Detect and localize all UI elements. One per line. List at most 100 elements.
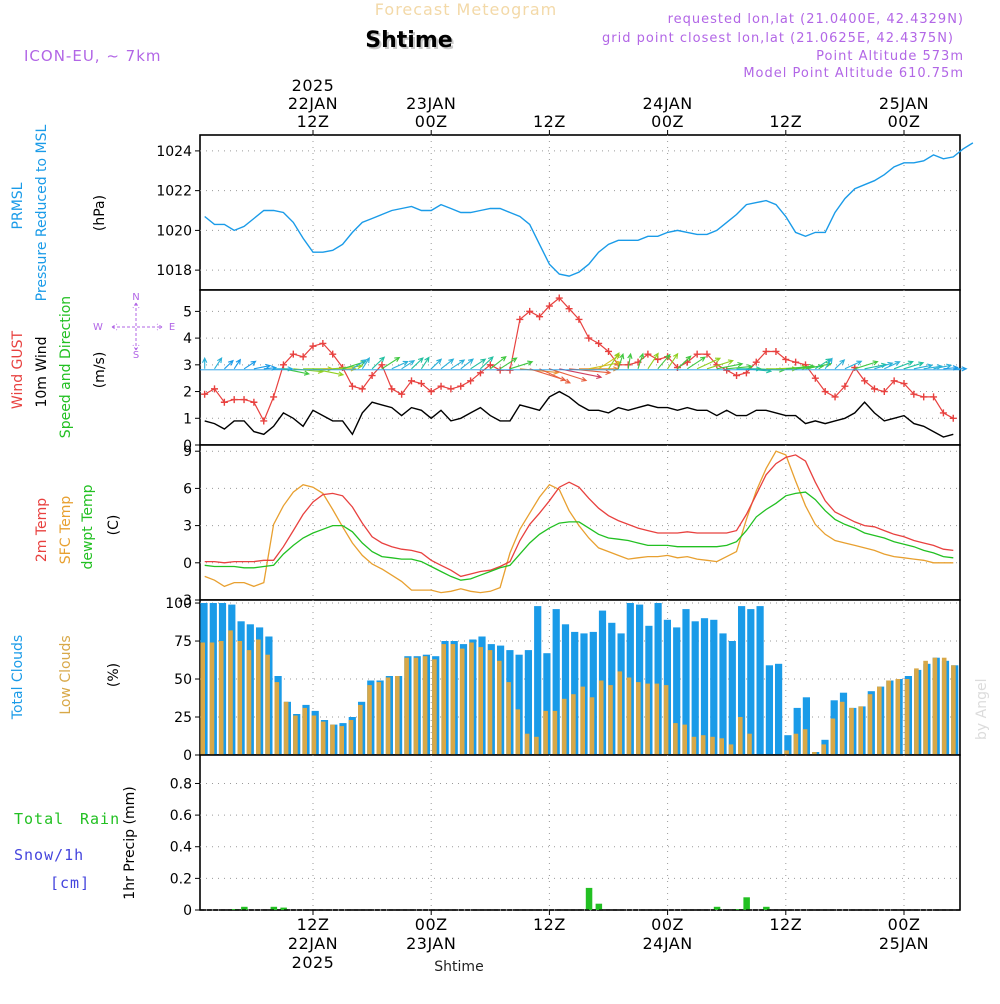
top-axis-label: 23JAN — [406, 94, 456, 113]
wind-gust-marker — [467, 377, 475, 385]
wind-direction-arrow — [214, 357, 223, 370]
y-tick-label: -3 — [178, 593, 192, 609]
low-clouds-bar — [385, 677, 391, 755]
label-low-clouds: Low Clouds — [58, 635, 74, 714]
wind-direction-arrow — [874, 361, 894, 370]
low-clouds-bar — [636, 682, 641, 755]
bottom-axis-label: 2025 — [292, 953, 335, 972]
total-clouds-bar — [738, 606, 746, 755]
wind-gust-marker — [329, 350, 337, 358]
y-tick-label: 5 — [183, 304, 192, 320]
low-clouds-bar — [589, 697, 595, 755]
low-clouds-bar — [608, 685, 613, 755]
low-clouds-bar — [450, 644, 456, 755]
low-clouds-bar — [914, 668, 919, 755]
low-clouds-bar — [858, 706, 863, 755]
y-tick-label: 1020 — [156, 223, 192, 239]
low-clouds-bar — [849, 707, 854, 755]
wind-gust-marker — [378, 361, 386, 369]
wind-gust-marker — [693, 350, 701, 358]
wind-direction-arrow — [549, 368, 588, 382]
top-axis-label: 25JAN — [879, 94, 929, 113]
y-tick-label: 3 — [183, 519, 192, 535]
total-clouds-bar — [793, 707, 801, 755]
low-clouds-bar — [274, 682, 280, 755]
low-clouds-bar — [784, 750, 789, 755]
y-tick-label: 0 — [183, 748, 192, 764]
wind-gust-marker — [644, 350, 652, 358]
bottom-axis-label: 25JAN — [879, 934, 929, 953]
wind-gust-marker — [890, 377, 898, 385]
wind-gust-marker — [299, 353, 307, 361]
wind-gust-marker — [358, 385, 366, 393]
pressure-line — [204, 142, 974, 277]
panel-frame — [199, 289, 961, 446]
wind-gust-marker — [733, 372, 741, 380]
wind-direction-arrow — [903, 361, 925, 370]
wind-direction-arrow — [224, 359, 234, 370]
wind-gust-marker — [536, 313, 544, 321]
low-clouds-bar — [265, 654, 270, 755]
wind-gust-marker — [811, 374, 819, 382]
label-percent: (%) — [106, 663, 122, 687]
wind-gust-marker — [772, 347, 780, 355]
wind-gust-marker — [841, 382, 849, 390]
label-dewpt-temp: dewpt Temp — [80, 484, 96, 569]
y-tick-label: 100 — [165, 596, 192, 612]
low-clouds-bar — [941, 657, 947, 755]
wind-direction-arrow — [657, 353, 671, 370]
top-axis-label: 00Z — [651, 112, 684, 131]
rain-bar — [733, 909, 740, 910]
low-clouds-bar — [367, 685, 372, 755]
low-clouds-bar — [339, 726, 344, 755]
low-clouds-bar — [561, 698, 567, 755]
bottom-axis-label: 00Z — [651, 915, 684, 934]
label-rain: Rain — [80, 810, 120, 828]
low-clouds-bar — [469, 642, 474, 755]
low-clouds-bar — [543, 710, 548, 755]
wind-gust-marker — [408, 377, 415, 385]
total-clouds-bar — [710, 619, 718, 755]
rain-bar — [763, 906, 770, 910]
label-prmsl: PRMSL — [10, 182, 26, 229]
total-clouds-bar — [543, 653, 551, 755]
wind-gust-marker — [270, 393, 278, 401]
wind-direction-arrow — [371, 356, 386, 370]
low-clouds-bar — [719, 738, 724, 755]
wind-direction-arrow — [834, 359, 846, 370]
low-clouds-bar — [237, 641, 243, 755]
bottom-axis-label: 24JAN — [642, 934, 692, 953]
wind-direction-arrow — [913, 363, 934, 370]
low-clouds-bar — [395, 676, 400, 755]
y-tick-label: 9 — [183, 444, 192, 460]
y-tick-label: 1024 — [156, 144, 192, 160]
total-clouds-bar — [589, 631, 597, 755]
compass-w: W — [93, 322, 103, 333]
low-clouds-bar — [358, 704, 363, 755]
point-altitude: Point Altitude 573m — [816, 49, 964, 64]
temp-2m-line — [204, 454, 954, 578]
y-tick-label: 25 — [174, 710, 192, 726]
wind-gust-marker — [486, 361, 494, 369]
panel-frame — [199, 134, 961, 291]
compass-icon: N S W E — [93, 292, 175, 361]
low-clouds-bar — [552, 710, 558, 755]
wind-gust-marker — [742, 369, 750, 377]
y-tick-label: 2 — [183, 385, 192, 401]
low-clouds-bar — [812, 752, 817, 755]
low-clouds-bar — [904, 679, 910, 755]
wind-gust-marker — [319, 339, 327, 347]
rain-bar — [595, 903, 603, 910]
wind-direction-arrow — [440, 358, 455, 370]
y-tick-label: 0.2 — [170, 871, 192, 887]
wind-gust-marker — [605, 347, 612, 355]
side-labels: PRMSL Pressure Reduced to MSL (hPa) Wind GU… — [10, 124, 175, 899]
panel-precip: 0 0.2 0.4 0.6 0.8 — [170, 754, 961, 919]
wind-gust-marker — [782, 355, 790, 363]
wind-gust-marker — [368, 372, 376, 380]
low-clouds-bar — [376, 682, 382, 755]
wind-direction-arrow — [953, 366, 968, 372]
wind-direction-arrow — [470, 358, 487, 370]
low-clouds-bar — [459, 648, 465, 755]
wind-gust-marker — [279, 361, 287, 369]
